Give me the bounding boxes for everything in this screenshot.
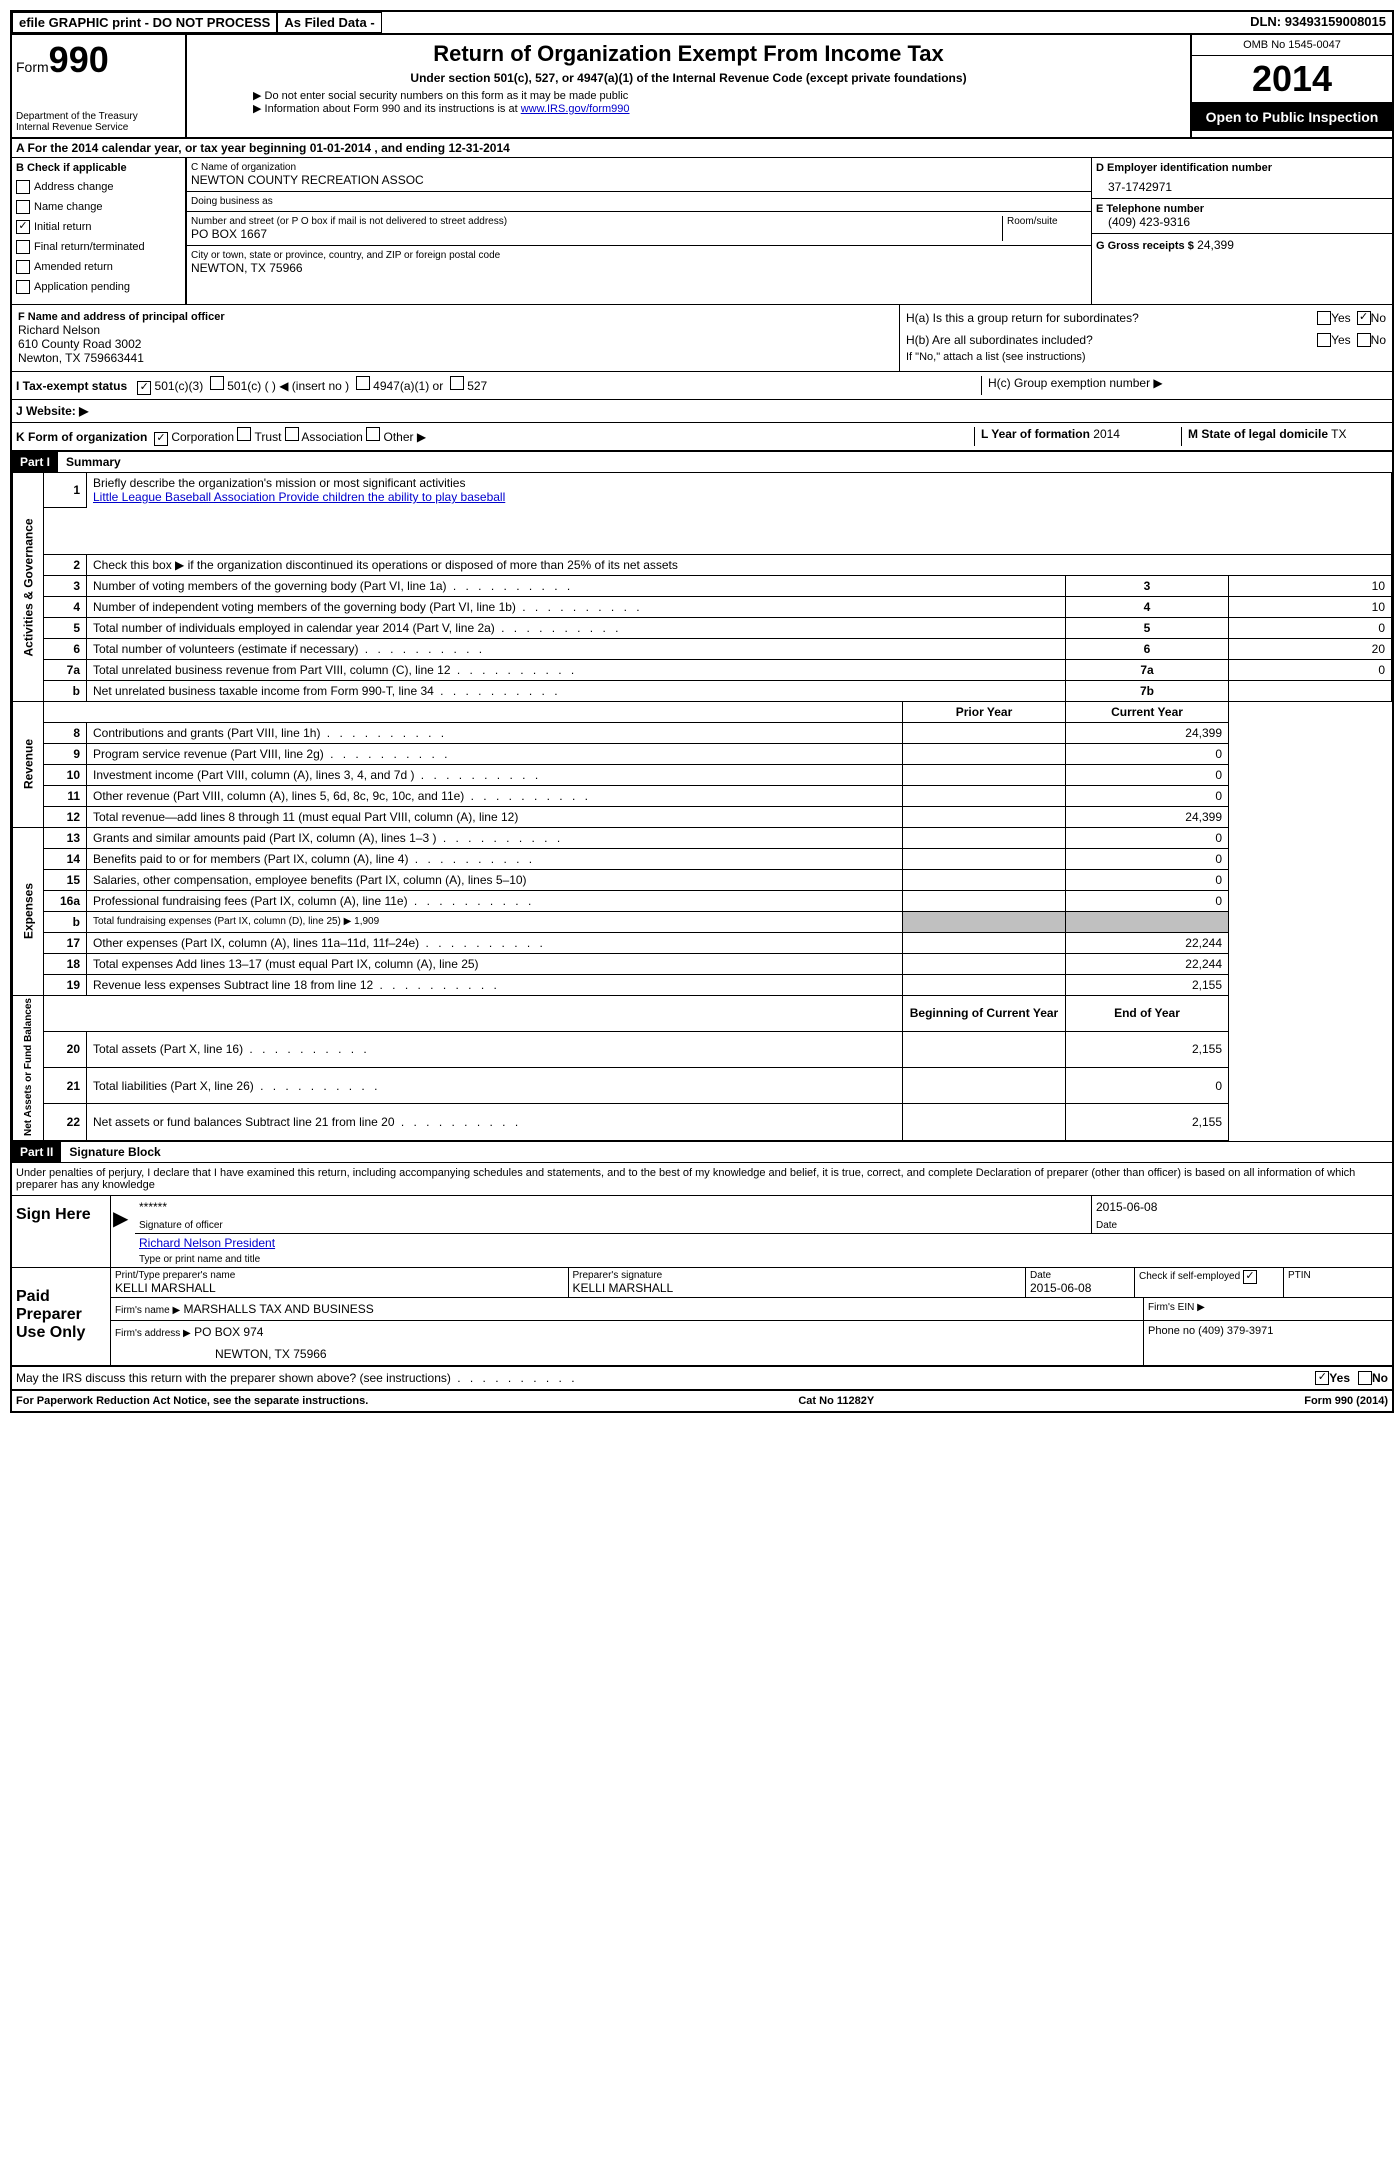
form-trust[interactable] [237,427,251,441]
top-banner: efile GRAPHIC print - DO NOT PROCESS As … [12,12,1392,35]
form-assoc[interactable] [285,427,299,441]
part2-title: Signature Block [61,1145,160,1159]
check-addr-change[interactable] [16,180,30,194]
mission-text[interactable]: Little League Baseball Association Provi… [93,490,505,504]
check-initial[interactable]: ✓ [16,220,30,234]
note-info: ▶ Information about Form 990 and its ins… [253,102,1184,115]
irs-link[interactable]: www.IRS.gov/form990 [521,103,630,115]
form-word: Form [16,59,49,75]
firm-name: MARSHALLS TAX AND BUSINESS [184,1302,374,1316]
tax-501c[interactable] [210,376,224,390]
check-amended[interactable] [16,260,30,274]
section-c: C Name of organization NEWTON COUNTY REC… [187,158,1092,304]
website-label: J Website: ▶ [16,404,88,418]
org-name: NEWTON COUNTY RECREATION ASSOC [191,173,1087,187]
side-net: Net Assets or Fund Balances [13,995,44,1140]
sig-value: ****** [135,1196,1091,1218]
check-final[interactable] [16,240,30,254]
tax-527[interactable] [450,376,464,390]
summary-table: Activities & Governance 1 Briefly descri… [12,472,1392,1141]
discuss-yes[interactable]: ✓ [1315,1371,1329,1385]
discuss-question: May the IRS discuss this return with the… [16,1371,1315,1385]
hb-label: H(b) Are all subordinates included? [906,333,1317,347]
org-city: NEWTON, TX 75966 [191,261,1087,275]
tax-year: 2014 [1192,56,1392,103]
sig-date: 2015-06-08 [1092,1196,1392,1218]
state-domicile: TX [1331,427,1346,441]
check-pending[interactable] [16,280,30,294]
line-a: A For the 2014 calendar year, or tax yea… [12,139,1392,158]
efile-notice: efile GRAPHIC print - DO NOT PROCESS [12,12,277,33]
hb-yes[interactable] [1317,333,1331,347]
side-rev: Revenue [13,701,44,827]
side-gov: Activities & Governance [13,473,44,702]
form-corp[interactable]: ✓ [154,432,168,446]
ein: 37-1742971 [1096,174,1388,194]
year-formation: 2014 [1093,427,1120,441]
dept-treasury: Department of the Treasury [16,111,181,122]
firm-phone: (409) 379-3971 [1198,1325,1273,1337]
section-b: B Check if applicable Address change Nam… [12,158,187,304]
firm-addr: PO BOX 974 [194,1325,263,1339]
check-name-change[interactable] [16,200,30,214]
ha-yes[interactable] [1317,311,1331,325]
form-other[interactable] [366,427,380,441]
preparer-name: KELLI MARSHALL [115,1281,564,1295]
part1-header: Part I [12,452,58,472]
form-header: Form990 Department of the Treasury Inter… [12,35,1392,139]
form-title: Return of Organization Exempt From Incom… [193,41,1184,67]
dln: DLN: 93493159008015 [1244,12,1392,33]
paid-preparer: Paid Preparer Use Only [12,1268,111,1365]
note-ssn: ▶ Do not enter social security numbers o… [253,89,1184,102]
ha-no[interactable]: ✓ [1357,311,1371,325]
sign-here: Sign Here [12,1196,111,1267]
hc-label: H(c) Group exemption number ▶ [981,376,1388,395]
as-filed: As Filed Data - [277,12,381,33]
part1-title: Summary [58,455,121,469]
part2-header: Part II [12,1142,61,1162]
form-990-container: efile GRAPHIC print - DO NOT PROCESS As … [10,10,1394,1413]
form-subtitle: Under section 501(c), 527, or 4947(a)(1)… [193,71,1184,85]
ha-label: H(a) Is this a group return for subordin… [906,311,1317,325]
dept-irs: Internal Revenue Service [16,122,181,133]
org-address: PO BOX 1667 [191,227,1002,241]
perjury-text: Under penalties of perjury, I declare th… [12,1162,1392,1195]
discuss-no[interactable] [1358,1371,1372,1385]
form-number: 990 [49,39,109,80]
section-b-label: B Check if applicable [16,162,181,174]
hb-no[interactable] [1357,333,1371,347]
phone: (409) 423-9316 [1096,215,1388,229]
officer-name-title[interactable]: Richard Nelson President [139,1236,275,1250]
side-exp: Expenses [13,827,44,995]
arrow-icon: ▶ [111,1196,135,1267]
omb-number: OMB No 1545-0047 [1192,35,1392,56]
officer-name: Richard Nelson [18,323,893,337]
check-self-employed[interactable]: ✓ [1243,1270,1257,1284]
public-inspection: Open to Public Inspection [1192,103,1392,131]
tax-4947[interactable] [356,376,370,390]
footer: For Paperwork Reduction Act Notice, see … [12,1389,1392,1411]
section-d: D Employer identification number 37-1742… [1092,158,1392,304]
gross-receipts: 24,399 [1197,238,1234,252]
tax-501c3[interactable]: ✓ [137,381,151,395]
